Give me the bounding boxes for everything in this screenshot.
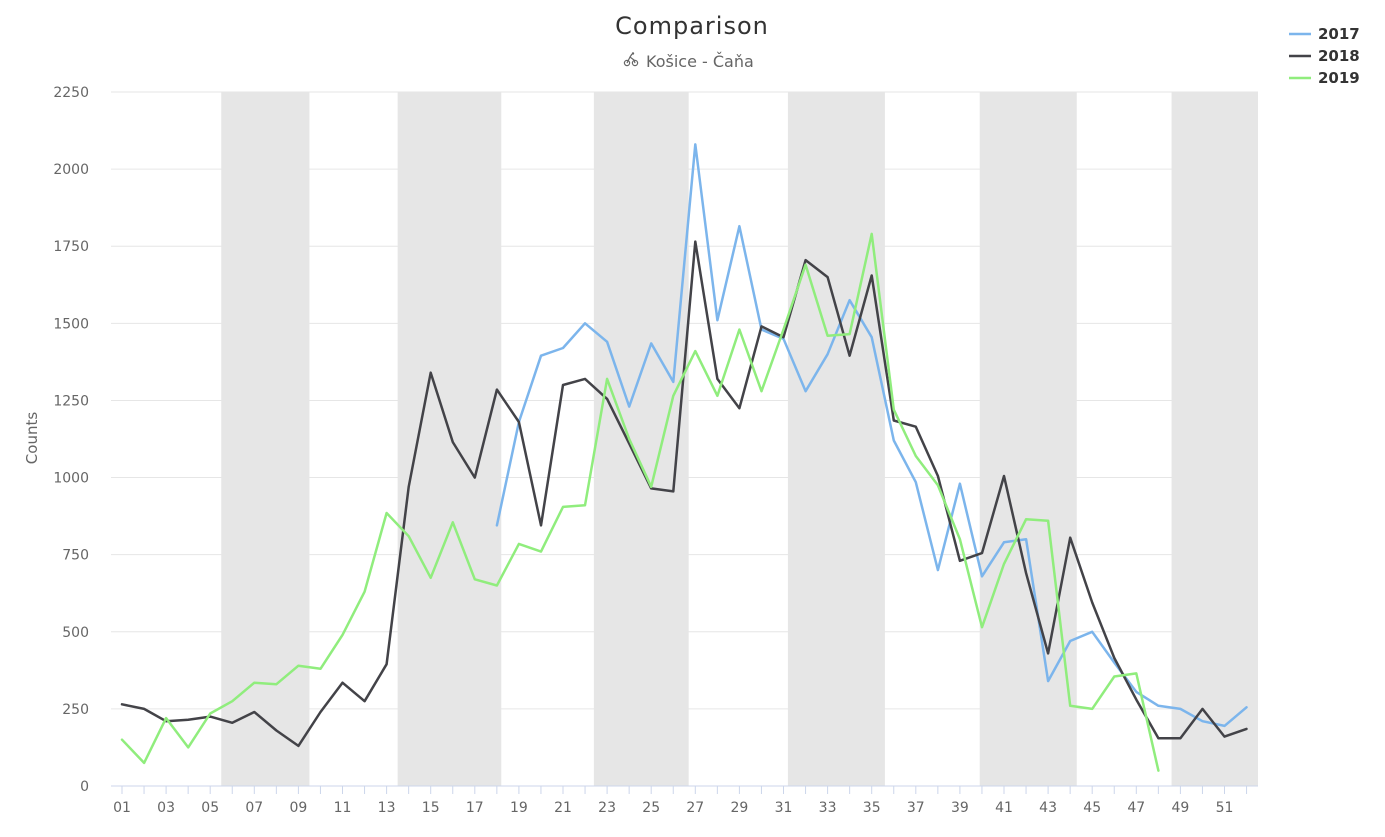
x-tick-label-47: 47 <box>1127 800 1145 816</box>
series-line-2019[interactable] <box>120 232 1160 772</box>
y-tick-label-250: 250 <box>62 702 89 718</box>
legend-label-2017: 2017 <box>1318 25 1360 43</box>
y-tick-label-0: 0 <box>80 779 89 795</box>
x-tick-label-33: 33 <box>819 800 837 816</box>
x-tick-label-31: 31 <box>775 800 793 816</box>
x-tick-label-35: 35 <box>863 800 881 816</box>
legend-label-2019: 2019 <box>1318 69 1360 87</box>
legend-item-2019[interactable]: 2019 <box>1289 69 1360 87</box>
x-tick-label-15: 15 <box>422 800 440 816</box>
plot-band-4 <box>787 92 885 786</box>
x-tick-label-45: 45 <box>1083 800 1101 816</box>
y-tick-label-1500: 1500 <box>53 316 89 332</box>
y-tick-label-750: 750 <box>62 548 89 564</box>
chart-title: Comparison <box>615 12 769 40</box>
legend-item-2017[interactable]: 2017 <box>1289 25 1360 43</box>
legend[interactable]: 2017 2018 2019 <box>1289 25 1360 87</box>
bicycle-icon <box>623 52 639 67</box>
plot-band-3 <box>593 92 689 786</box>
y-tick-label-1000: 1000 <box>53 471 89 487</box>
chart-subtitle-text: Košice - Čaňa <box>646 52 754 71</box>
series-lines <box>120 143 1248 772</box>
x-tick-label-51: 51 <box>1216 800 1234 816</box>
y-tick-label-2250: 2250 <box>53 85 89 101</box>
x-tick-label-39: 39 <box>951 800 969 816</box>
legend-label-2018: 2018 <box>1318 47 1360 65</box>
x-tick-label-17: 17 <box>466 800 484 816</box>
plot-band-5 <box>979 92 1077 786</box>
x-tick-label-01: 01 <box>113 800 131 816</box>
legend-item-2018[interactable]: 2018 <box>1289 47 1360 65</box>
x-tick-label-27: 27 <box>686 800 704 816</box>
y-tick-label-2000: 2000 <box>53 162 89 178</box>
x-tick-label-29: 29 <box>730 800 748 816</box>
x-tick-label-07: 07 <box>245 800 263 816</box>
x-axis-labels: 01 03 05 07 09 11 13 15 17 19 21 23 25 27 29 31 33 35 37 39… <box>113 800 1233 816</box>
x-tick-label-11: 11 <box>334 800 352 816</box>
y-axis-labels: 0 250 500 750 1000 1250 1500 1750 2000 2250 <box>53 85 89 795</box>
x-tick-label-13: 13 <box>378 800 396 816</box>
chart-subtitle: Košice - Čaňa <box>623 52 754 71</box>
y-tick-label-1250: 1250 <box>53 393 89 409</box>
y-axis-title: Counts <box>23 412 41 465</box>
x-tick-label-19: 19 <box>510 800 528 816</box>
x-axis-ticks <box>121 786 1248 794</box>
x-tick-label-23: 23 <box>598 800 616 816</box>
grid-lines <box>111 91 1258 710</box>
x-tick-label-41: 41 <box>995 800 1013 816</box>
x-tick-label-49: 49 <box>1171 800 1189 816</box>
plot-band-6 <box>1171 92 1258 786</box>
y-tick-label-1750: 1750 <box>53 239 89 255</box>
x-tick-label-25: 25 <box>642 800 660 816</box>
x-tick-label-43: 43 <box>1039 800 1057 816</box>
x-tick-label-09: 09 <box>289 800 307 816</box>
x-tick-label-21: 21 <box>554 800 572 816</box>
x-tick-label-37: 37 <box>907 800 925 816</box>
plot-band-1 <box>221 92 310 786</box>
x-tick-label-03: 03 <box>157 800 175 816</box>
series-line-2018[interactable] <box>120 240 1248 748</box>
x-tick-label-05: 05 <box>201 800 219 816</box>
y-tick-label-500: 500 <box>62 625 89 641</box>
